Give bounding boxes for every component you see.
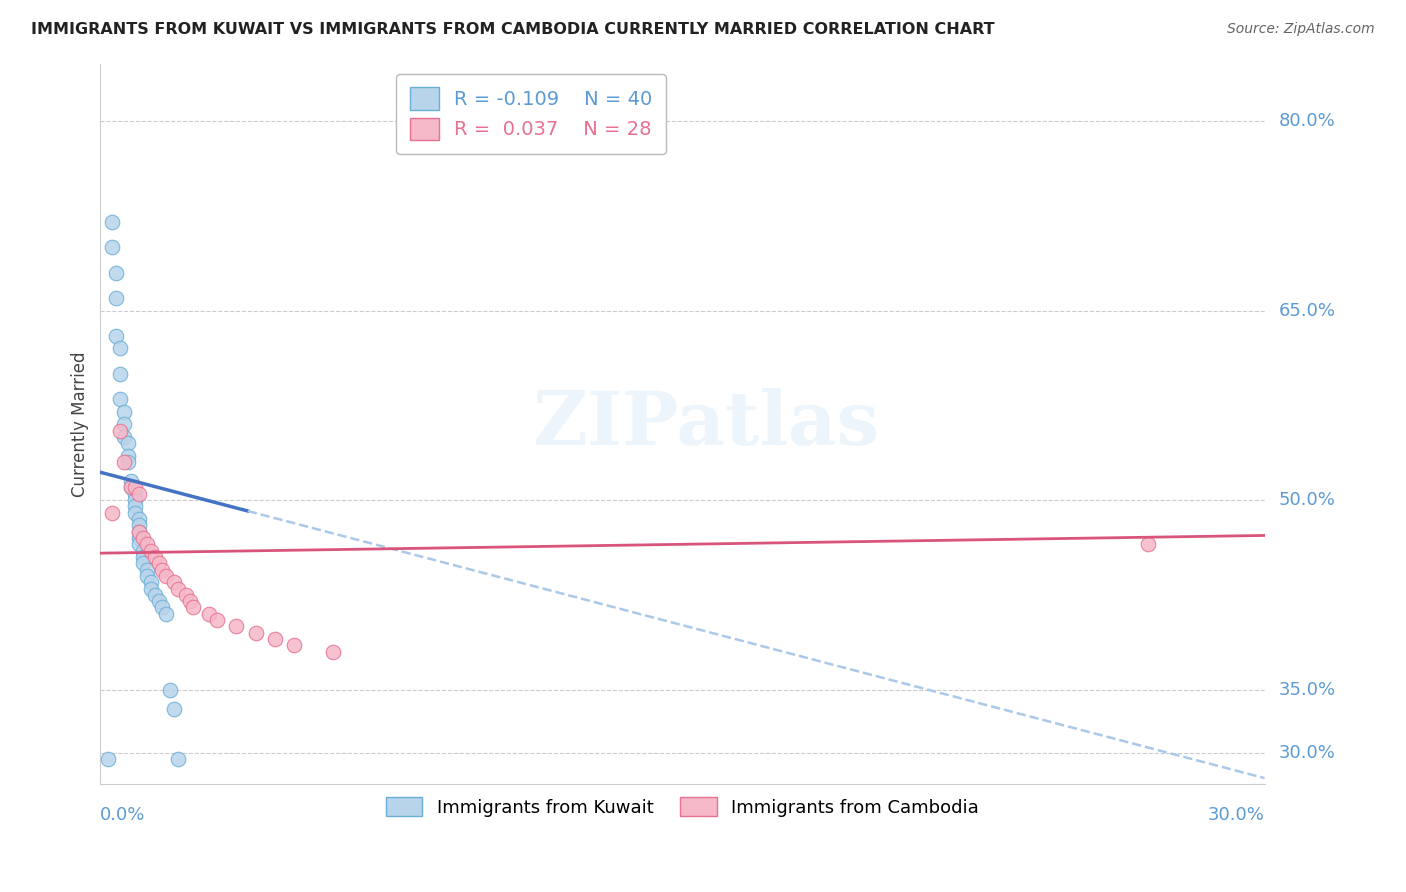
Point — [120, 480, 142, 494]
Point — [167, 582, 190, 596]
Text: IMMIGRANTS FROM KUWAIT VS IMMIGRANTS FROM CAMBODIA CURRENTLY MARRIED CORRELATION: IMMIGRANTS FROM KUWAIT VS IMMIGRANTS FRO… — [31, 22, 994, 37]
Point — [132, 549, 155, 564]
Point — [245, 625, 267, 640]
Point — [108, 392, 131, 406]
Point — [112, 404, 135, 418]
Point — [155, 569, 177, 583]
Point — [139, 582, 162, 596]
Point — [128, 537, 150, 551]
Point — [124, 487, 146, 501]
Point — [128, 512, 150, 526]
Point — [152, 563, 174, 577]
Point — [112, 417, 135, 432]
Point — [179, 594, 201, 608]
Point — [117, 455, 139, 469]
Point — [112, 455, 135, 469]
Point — [128, 518, 150, 533]
Text: 65.0%: 65.0% — [1278, 301, 1336, 319]
Point — [159, 682, 181, 697]
Point — [152, 600, 174, 615]
Point — [322, 645, 344, 659]
Point — [124, 506, 146, 520]
Point — [135, 537, 157, 551]
Point — [135, 569, 157, 583]
Point — [101, 215, 124, 229]
Legend: Immigrants from Kuwait, Immigrants from Cambodia: Immigrants from Kuwait, Immigrants from … — [377, 789, 988, 826]
Point — [155, 607, 177, 621]
Text: 30.0%: 30.0% — [1208, 806, 1264, 824]
Point — [283, 639, 305, 653]
Point — [124, 480, 146, 494]
Text: 80.0%: 80.0% — [1278, 112, 1336, 130]
Text: Source: ZipAtlas.com: Source: ZipAtlas.com — [1227, 22, 1375, 37]
Point — [183, 600, 205, 615]
Y-axis label: Currently Married: Currently Married — [72, 351, 89, 497]
Text: 30.0%: 30.0% — [1278, 744, 1336, 762]
Point — [120, 480, 142, 494]
Point — [97, 752, 120, 766]
Point — [198, 607, 221, 621]
Point — [163, 701, 186, 715]
Point — [104, 291, 127, 305]
Point — [128, 524, 150, 539]
Point — [108, 342, 131, 356]
Point — [124, 500, 146, 514]
Point — [108, 424, 131, 438]
Point — [117, 436, 139, 450]
Point — [128, 524, 150, 539]
Point — [104, 266, 127, 280]
Point — [139, 543, 162, 558]
Point — [135, 563, 157, 577]
Point — [143, 549, 166, 564]
Text: 0.0%: 0.0% — [100, 806, 146, 824]
Point — [225, 619, 247, 633]
Point — [148, 594, 170, 608]
Point — [132, 531, 155, 545]
Point — [128, 487, 150, 501]
Point — [108, 367, 131, 381]
Text: 35.0%: 35.0% — [1278, 681, 1336, 698]
Point — [124, 493, 146, 508]
Point — [101, 506, 124, 520]
Text: 50.0%: 50.0% — [1278, 491, 1336, 509]
Point — [132, 543, 155, 558]
Text: ZIPatlas: ZIPatlas — [533, 388, 879, 461]
Point — [117, 449, 139, 463]
Point — [128, 531, 150, 545]
Point — [132, 556, 155, 570]
Point — [143, 588, 166, 602]
Point — [148, 556, 170, 570]
Point — [112, 430, 135, 444]
Point — [205, 613, 228, 627]
Point — [264, 632, 287, 646]
Point — [1137, 537, 1160, 551]
Point — [104, 328, 127, 343]
Point — [139, 575, 162, 590]
Point — [167, 752, 190, 766]
Point — [120, 474, 142, 488]
Point — [101, 240, 124, 254]
Point — [163, 575, 186, 590]
Point — [174, 588, 197, 602]
